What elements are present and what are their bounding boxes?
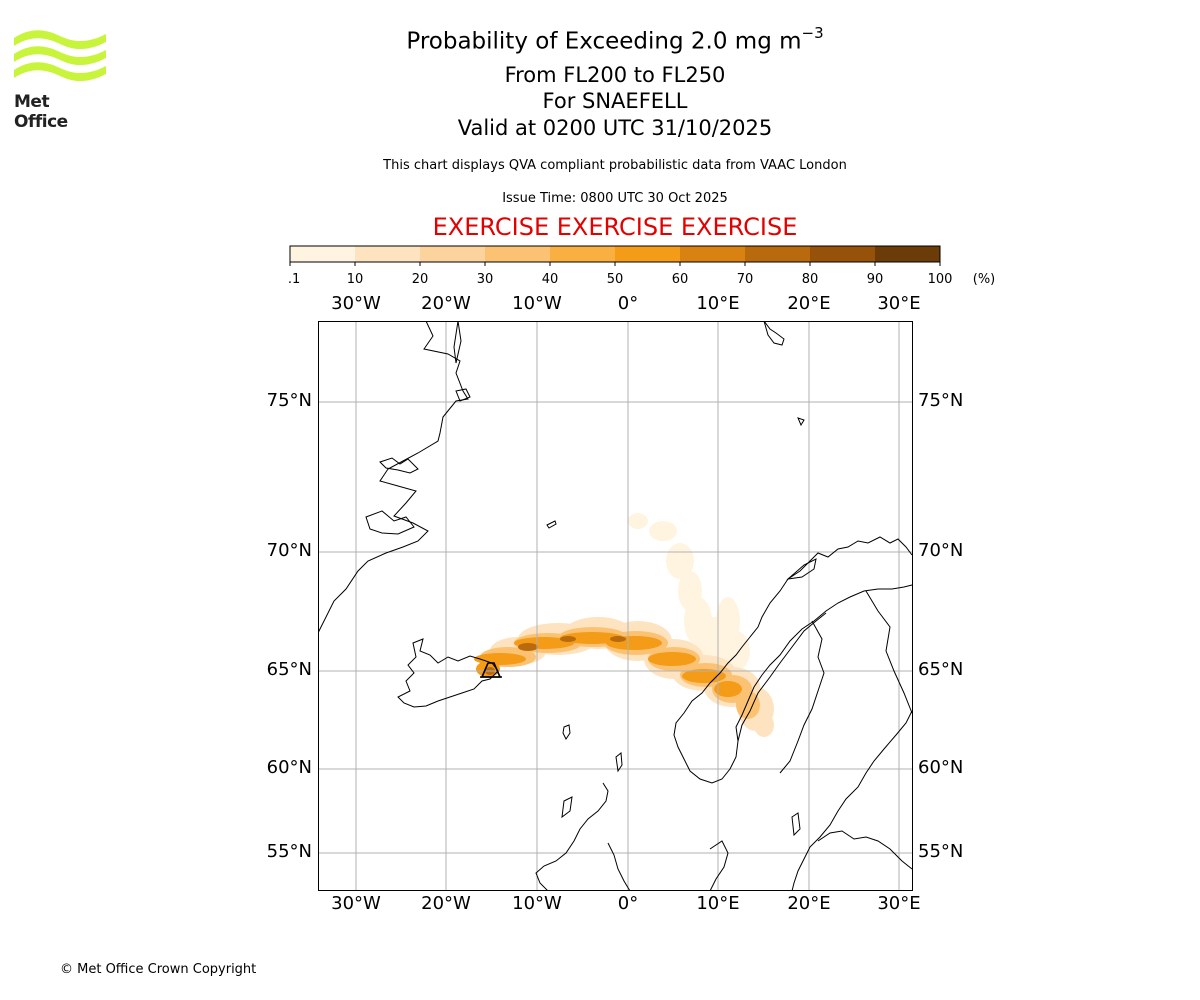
plume-cell [610, 636, 626, 642]
norway-coast [673, 536, 913, 784]
copyright-notice: © Met Office Crown Copyright [60, 962, 257, 977]
colorbar-tick-label: 0.1 [289, 272, 300, 287]
lofoten-coast [786, 558, 817, 580]
lon-label-top: 30°W [331, 293, 381, 314]
lon-label-bottom: 10°W [512, 893, 562, 914]
plume-cell [648, 652, 696, 666]
finland-east-border [865, 590, 913, 714]
denmark-coast [709, 840, 729, 892]
data-source-note: This chart displays QVA compliant probab… [383, 158, 847, 173]
iceland-coast [397, 638, 499, 708]
lon-label-bottom: 0° [617, 893, 639, 914]
met-office-logo: Met Office [14, 30, 106, 132]
faroe-coast [562, 724, 571, 740]
lat-label-right: 70°N [918, 540, 964, 561]
bear-island-coast [797, 417, 805, 427]
colorbar-tick-label: 30 [477, 272, 494, 287]
svalbard-coast [763, 320, 785, 346]
greenland-coast [317, 320, 469, 634]
colorbar-segment [420, 246, 485, 262]
colorbar-tick-label: 90 [867, 272, 884, 287]
colorbar-tick-label: 40 [542, 272, 559, 287]
lat-label-right: 75°N [918, 390, 964, 411]
colorbar-segment [875, 246, 940, 262]
exercise-banner: EXERCISE EXERCISE EXERCISE [432, 213, 798, 241]
sweden-norway-border [737, 612, 827, 742]
britain-coast [535, 782, 631, 892]
plume-cell [736, 691, 760, 719]
lon-label-bottom: 10°E [696, 893, 740, 914]
lat-label-right: 60°N [918, 757, 964, 778]
lon-label-bottom: 20°W [421, 893, 471, 914]
colorbar-segment [485, 246, 550, 262]
valid-time: Valid at 0200 UTC 31/10/2025 [457, 116, 773, 140]
greenland-island-1 [455, 388, 471, 402]
colorbar-tick-label: 100 [928, 272, 953, 287]
greenland-fjord-1 [379, 457, 419, 474]
graticule [318, 321, 913, 891]
plume-cell [714, 681, 742, 697]
colorbar-segment [615, 246, 680, 262]
title-superscript: −3 [801, 24, 824, 42]
plume-cell [628, 513, 648, 529]
probability-colorbar: 0.1 10 20 30 40 50 60 70 80 90 100 (%) [289, 245, 996, 287]
chart-title: Probability of Exceeding 2.0 mg m−3 [406, 24, 824, 55]
lon-label-bottom: 30°W [331, 893, 381, 914]
colorbar-tick-label: 10 [347, 272, 364, 287]
colorbar-segment [810, 246, 875, 262]
met-office-logo-text: Met Office [14, 92, 68, 132]
colorbar-segment [355, 246, 420, 262]
lon-label-bottom: 20°E [787, 893, 831, 914]
colorbar-segment [745, 246, 810, 262]
lon-label-top: 20°W [421, 293, 471, 314]
lon-label-top: 30°E [877, 293, 921, 314]
map-panel [317, 320, 913, 892]
coastlines [317, 320, 913, 892]
baltic-coast [817, 830, 913, 870]
colorbar-segment [550, 246, 615, 262]
issue-time: Issue Time: 0800 UTC 30 Oct 2025 [502, 191, 728, 206]
lat-label-left: 55°N [266, 841, 312, 862]
lat-label-left: 75°N [266, 390, 312, 411]
colorbar-tick-label: 60 [672, 272, 689, 287]
sweden-coast [791, 710, 913, 892]
lon-label-top: 0° [617, 293, 639, 314]
plume-cell [754, 713, 774, 737]
map-canvas [317, 320, 913, 892]
lat-label-right: 55°N [918, 841, 964, 862]
lat-label-left: 60°N [266, 757, 312, 778]
lon-label-bottom: 30°E [877, 893, 921, 914]
volcano-name: For SNAEFELL [542, 89, 688, 113]
jan-mayen-coast [546, 520, 557, 529]
plume-cell [518, 643, 538, 651]
hebrides-coast [561, 796, 573, 819]
plume-cell [682, 669, 726, 683]
lat-label-left: 65°N [266, 659, 312, 680]
greenland-island-2 [453, 320, 462, 364]
colorbar-segment [290, 246, 355, 262]
flight-level-range: From FL200 to FL250 [504, 63, 726, 87]
plume-cell [560, 636, 576, 642]
finland-border [779, 620, 825, 774]
lon-label-top: 10°W [512, 293, 562, 314]
colorbar-tick-label: 80 [802, 272, 819, 287]
lon-label-top: 10°E [696, 293, 740, 314]
met-office-wave-icon [14, 30, 106, 82]
colorbar-segment [680, 246, 745, 262]
map-frame [318, 321, 913, 891]
greenland-fjord-2 [365, 510, 415, 535]
lon-label-top: 20°E [787, 293, 831, 314]
plume-cell [649, 521, 677, 541]
lat-label-left: 70°N [266, 540, 312, 561]
colorbar-tick-label: 20 [412, 272, 429, 287]
colorbar-unit: (%) [973, 272, 996, 287]
plume-cell [722, 631, 750, 671]
gotland-coast [791, 812, 801, 837]
colorbar-tick-label: 50 [607, 272, 624, 287]
shetland-coast [615, 752, 623, 773]
colorbar-tick-label: 70 [737, 272, 754, 287]
volcano-icon [480, 662, 502, 678]
lat-label-right: 65°N [918, 659, 964, 680]
